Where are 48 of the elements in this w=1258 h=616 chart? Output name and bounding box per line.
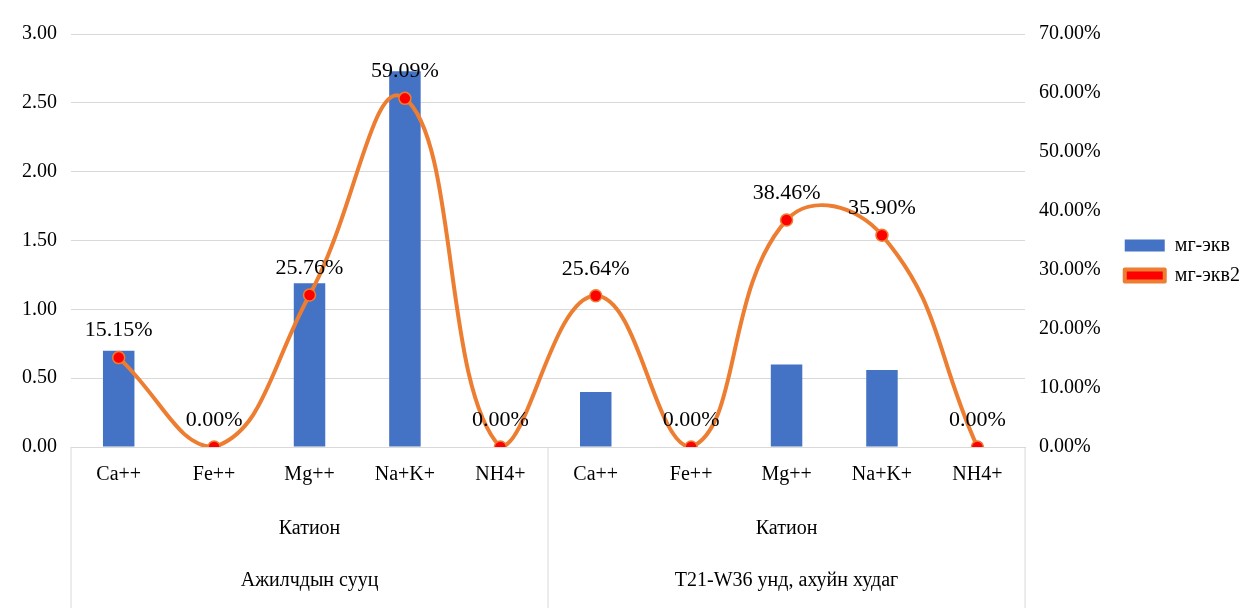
y2-tick-label: 50.00% — [1039, 139, 1101, 162]
x-tick-label: Fe++ — [669, 462, 713, 485]
point — [398, 91, 412, 106]
bar — [293, 283, 326, 447]
text: Катион — [278, 516, 341, 539]
x-tick-label: Mg++ — [761, 462, 812, 486]
data-label: 25.64% — [561, 254, 630, 280]
x-tick-label: NH4+ — [952, 462, 1003, 485]
point — [875, 228, 889, 242]
y-tick-label: 0.00 — [22, 434, 57, 457]
point — [779, 213, 794, 227]
y-tick-label: 1.50 — [22, 227, 57, 250]
data-label: 59.09% — [371, 57, 439, 83]
data-label: 38.46% — [752, 178, 821, 204]
y2-tick-label: 0.00% — [1039, 434, 1091, 457]
y2-tick-label: 30.00% — [1039, 257, 1101, 280]
y-tick-label: 0.50 — [22, 365, 57, 388]
data-label: 35.90% — [848, 193, 916, 219]
x-tick-label: Ca++ — [96, 462, 142, 485]
x-tick-label: Na+K+ — [851, 462, 913, 485]
x-tick-label: Na+K+ — [374, 462, 436, 485]
point — [302, 288, 317, 302]
y-tick-label: 3.00 — [22, 21, 57, 44]
bar — [770, 364, 803, 447]
point — [588, 288, 603, 303]
text: Ажилчдын сууц — [240, 568, 379, 592]
y-tick-label: 1.00 — [22, 296, 57, 319]
legend-label: мг-экв — [1174, 232, 1230, 255]
text: T21-W36 унд, ахуйн худаг — [674, 568, 899, 592]
y2-tick-label: 60.00% — [1039, 80, 1101, 103]
bar — [866, 369, 898, 447]
x-tick-label: Ca++ — [573, 462, 619, 485]
point — [111, 350, 126, 365]
legend-label: мг-экв2 — [1174, 262, 1240, 285]
data-label: 0.00% — [185, 405, 243, 431]
y-tick-label: 2.00 — [22, 158, 57, 181]
bar — [580, 391, 612, 447]
x-tick-label: NH4+ — [475, 462, 526, 485]
y2-tick-label: 70.00% — [1039, 21, 1101, 44]
y-tick-label: 2.50 — [22, 90, 57, 113]
y2-tick-label: 20.00% — [1039, 316, 1101, 339]
data-label: 15.15% — [84, 316, 153, 342]
y2-tick-label: 10.00% — [1039, 375, 1101, 398]
x-tick-label: Mg++ — [284, 462, 335, 486]
y2-tick-label: 40.00% — [1039, 198, 1101, 221]
text: Катион — [755, 516, 818, 539]
bar — [102, 350, 135, 447]
x-tick-label: Fe++ — [192, 462, 236, 485]
